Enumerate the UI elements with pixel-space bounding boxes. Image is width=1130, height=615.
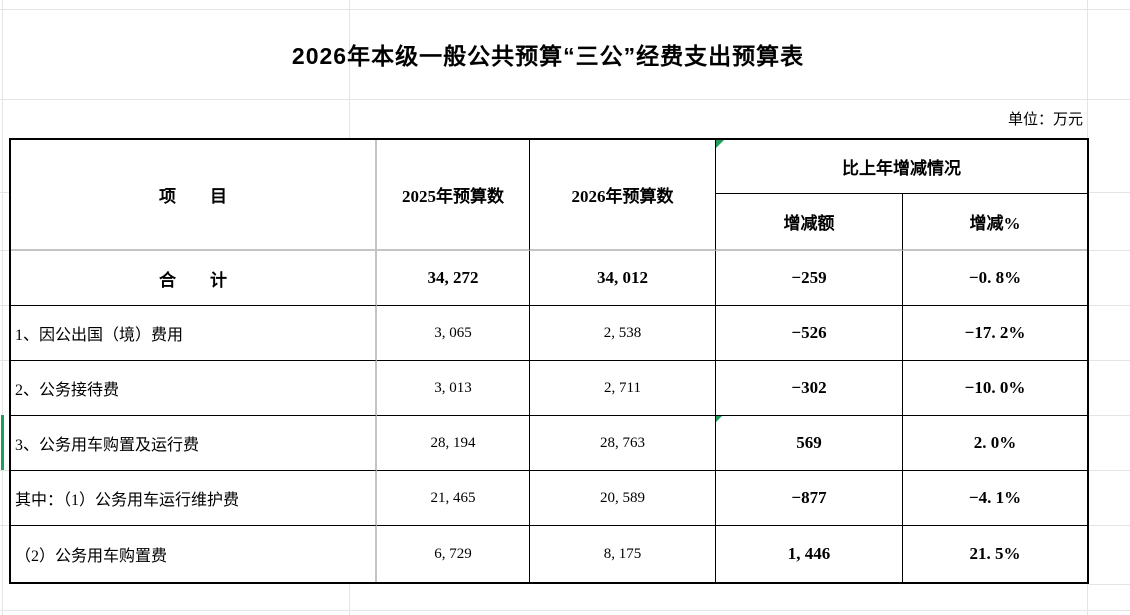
gridline [349, 0, 350, 138]
header-item[interactable]: 项 目 [11, 140, 377, 251]
gridline [1089, 470, 1130, 471]
header-change-percent[interactable]: 增减% [903, 194, 1087, 251]
row-reception-label[interactable]: 2、公务接待费 [11, 361, 377, 416]
row-total-change[interactable]: −259 [716, 251, 903, 306]
row-vehicle-running-change[interactable]: −877 [716, 471, 903, 526]
row-reception-change[interactable]: −302 [716, 361, 903, 416]
row-total-2025[interactable]: 34, 272 [377, 251, 530, 306]
row-reception-2026[interactable]: 2, 711 [530, 361, 716, 416]
budget-table: 项 目 2025年预算数 2026年预算数 比上年增减情况 增减额 增减% 合 … [9, 138, 1089, 584]
row-total-2026[interactable]: 34, 012 [530, 251, 716, 306]
row-vehicle-purchase-2026[interactable]: 8, 175 [530, 526, 716, 582]
row-reception-2025[interactable]: 3, 013 [377, 361, 530, 416]
row-marker-indicator [1, 415, 4, 470]
page-title[interactable]: 2026年本级一般公共预算“三公”经费支出预算表 [291, 43, 805, 69]
row-vehicle-purchase-change[interactable]: 1, 446 [716, 526, 903, 582]
gridline [1089, 192, 1130, 193]
header-change-group-label: 比上年增减情况 [842, 159, 961, 178]
row-reception-pct[interactable]: −10. 0% [903, 361, 1087, 416]
row-total-label[interactable]: 合 计 [11, 251, 377, 306]
row-abroad-label[interactable]: 1、因公出国（境）费用 [11, 306, 377, 361]
unit-label[interactable]: 单位：万元 [1007, 112, 1083, 128]
gridline [1089, 584, 1130, 585]
row-abroad-2025[interactable]: 3, 065 [377, 306, 530, 361]
gridline [1089, 525, 1130, 526]
row-vehicle-purchase-pct[interactable]: 21. 5% [903, 526, 1087, 582]
row-vehicle-running-2026[interactable]: 20, 589 [530, 471, 716, 526]
row-vehicle-change-value: 569 [796, 433, 822, 452]
gridline [1089, 415, 1130, 416]
gridline [1087, 0, 1088, 138]
row-vehicle-running-label[interactable]: 其中：（1）公务用车运行维护费 [11, 471, 377, 526]
cell-error-indicator-icon [716, 416, 722, 422]
row-vehicle-2026[interactable]: 28, 763 [530, 416, 716, 471]
row-total-pct[interactable]: −0. 8% [903, 251, 1087, 306]
row-vehicle-pct[interactable]: 2. 0% [903, 416, 1087, 471]
gridline [1089, 305, 1130, 306]
gridline [1089, 360, 1130, 361]
header-change-group[interactable]: 比上年增减情况 [716, 140, 1087, 194]
row-abroad-2026[interactable]: 2, 538 [530, 306, 716, 361]
gridline [0, 250, 9, 251]
gridline [1089, 250, 1130, 251]
row-vehicle-2025[interactable]: 28, 194 [377, 416, 530, 471]
gridline [0, 305, 9, 306]
row-abroad-pct[interactable]: −17. 2% [903, 306, 1087, 361]
gridline [2, 0, 3, 615]
gridline [0, 360, 9, 361]
gridline [349, 584, 350, 615]
cell-error-indicator-icon [716, 140, 724, 148]
row-vehicle-label[interactable]: 3、公务用车购置及运行费 [11, 416, 377, 471]
gridline [0, 470, 9, 471]
header-2025-budget[interactable]: 2025年预算数 [377, 140, 530, 251]
row-vehicle-purchase-label[interactable]: （2）公务用车购置费 [11, 526, 377, 582]
row-vehicle-running-pct[interactable]: −4. 1% [903, 471, 1087, 526]
row-vehicle-change[interactable]: 569 [716, 416, 903, 471]
row-vehicle-purchase-2025[interactable]: 6, 729 [377, 526, 530, 582]
gridline [0, 9, 1130, 10]
gridline [1087, 584, 1088, 615]
gridline [0, 525, 9, 526]
gridline [0, 99, 1130, 100]
header-2026-budget[interactable]: 2026年预算数 [530, 140, 716, 251]
gridline [0, 610, 1130, 611]
row-vehicle-running-2025[interactable]: 21, 465 [377, 471, 530, 526]
row-abroad-change[interactable]: −526 [716, 306, 903, 361]
header-change-amount[interactable]: 增减额 [716, 194, 903, 251]
gridline [0, 192, 9, 193]
